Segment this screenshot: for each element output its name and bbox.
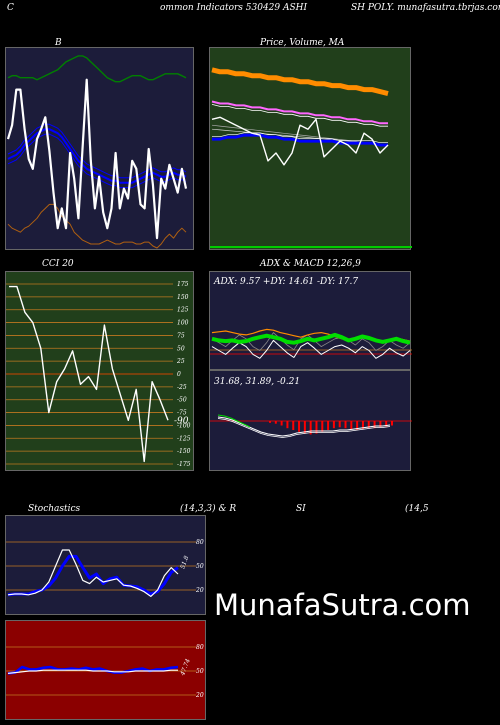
stochastics-k-line [7, 549, 179, 598]
header-site: SH POLY. munafasutra.tbrjas.com [351, 3, 500, 13]
stochastics-panel: 80 50 20 51.8 [5, 515, 206, 615]
cci-tick-label: 75 [177, 332, 185, 339]
cci-tick-label: 0 [177, 371, 181, 378]
cci-line [9, 285, 169, 463]
header-left: C [7, 3, 14, 13]
rsi-last-value: 47.74 [179, 658, 192, 678]
price-close-line [211, 116, 389, 166]
cci-tick-label: 25 [176, 358, 185, 365]
bollinger-panel [5, 47, 194, 250]
ma-short-band-line [212, 133, 388, 147]
bb-upper-band-line [7, 55, 187, 83]
bollinger-title: B [55, 38, 62, 48]
adx-chart: ADX: 9.57 +DY: 14.61 -DY: 17.7 [210, 277, 412, 359]
bb-lower-series-line [7, 203, 187, 249]
stochastics-tick-label: 20 [195, 587, 204, 594]
ma-mid-line [211, 100, 388, 125]
adx-macd-title: ADX & MACD 12,26,9 [260, 259, 361, 269]
rsi-signal-line [7, 669, 178, 674]
cci-tick-label: -75 [177, 410, 187, 417]
watermark: MunafaSutra.com [214, 588, 471, 622]
cci-tick-label: 100 [177, 320, 189, 327]
price-ma-title: Price, Volume, MA [260, 38, 345, 48]
ma-mid-line-shadow [211, 104, 388, 127]
cci-panel: 175 150 125 100 75 50 25 0 -25 -50 -75 -100 -125 -150… [5, 271, 194, 471]
stochastics-last-value: 51.8 [179, 555, 190, 570]
rsi-title: SI [296, 504, 306, 514]
cci-tick-label: 175 [177, 281, 189, 288]
macd-values-label: 31.68, 31.89, -0.21 [214, 377, 300, 387]
macd-chart: 31.68, 31.89, -0.21 [210, 377, 412, 438]
cci-tick-label: -125 [177, 435, 191, 442]
cci-title: CCI 20 [42, 259, 74, 269]
rsi-chart: 80 50 20 47.74 [6, 644, 204, 699]
macd-green-segment [217, 414, 251, 428]
bollinger-chart [6, 55, 188, 249]
cci-tick-label: -100 [177, 422, 191, 429]
stochastics-d-line [7, 554, 179, 597]
ma-long-band-line [211, 67, 389, 97]
stochastics-title: Stochastics [28, 504, 81, 514]
price-ma-chart [210, 67, 412, 248]
macd-line [217, 418, 391, 438]
rsi-tick-label: 20 [195, 692, 204, 699]
ma-short-band-highlight [212, 132, 388, 143]
cci-tick-label: -50 [177, 397, 187, 404]
cci-tick-label: 125 [177, 307, 189, 314]
bb-middle-band-line [7, 128, 187, 184]
bb-middle-band-upper-edge [7, 123, 187, 179]
adx-values-label: ADX: 9.57 +DY: 14.61 -DY: 17.7 [213, 277, 358, 287]
adx-line [211, 332, 411, 345]
adx-panel: ADX: 9.57 +DY: 14.61 -DY: 17.7 [209, 271, 412, 370]
stochastics-tick-label: 50 [196, 563, 204, 570]
rsi-params: (14,5 [405, 504, 429, 514]
stochastics-chart: 80 50 20 51.8 [6, 539, 204, 598]
rsi-panel: 80 50 20 47.74 [5, 620, 206, 720]
cci-chart: 175 150 125 100 75 50 25 0 -25 -50 -75 -100 -125 -150… [6, 281, 191, 468]
adx-di-white-line [211, 339, 411, 359]
bb-price-line [6, 78, 188, 240]
price-ma-panel [209, 47, 412, 250]
cci-tick-label: -25 [177, 384, 187, 391]
cci-tick-label: -150 [177, 448, 191, 455]
stochastics-tick-label: 80 [196, 539, 204, 546]
macd-panel: 31.68, 31.89, -0.21 [209, 370, 412, 471]
header-title: ommon Indicators 530429 ASHI [160, 3, 308, 13]
cci-last-value: -90 [174, 416, 189, 426]
cci-tick-label: 150 [177, 294, 189, 301]
cci-tick-label: 50 [177, 345, 185, 352]
rsi-tick-label: 80 [196, 644, 204, 651]
rsi-tick-label: 50 [196, 668, 204, 675]
cci-tick-label: -175 [177, 461, 191, 468]
stochastics-params: (14,3,3) & R [180, 504, 237, 514]
rsi-line [7, 665, 179, 675]
